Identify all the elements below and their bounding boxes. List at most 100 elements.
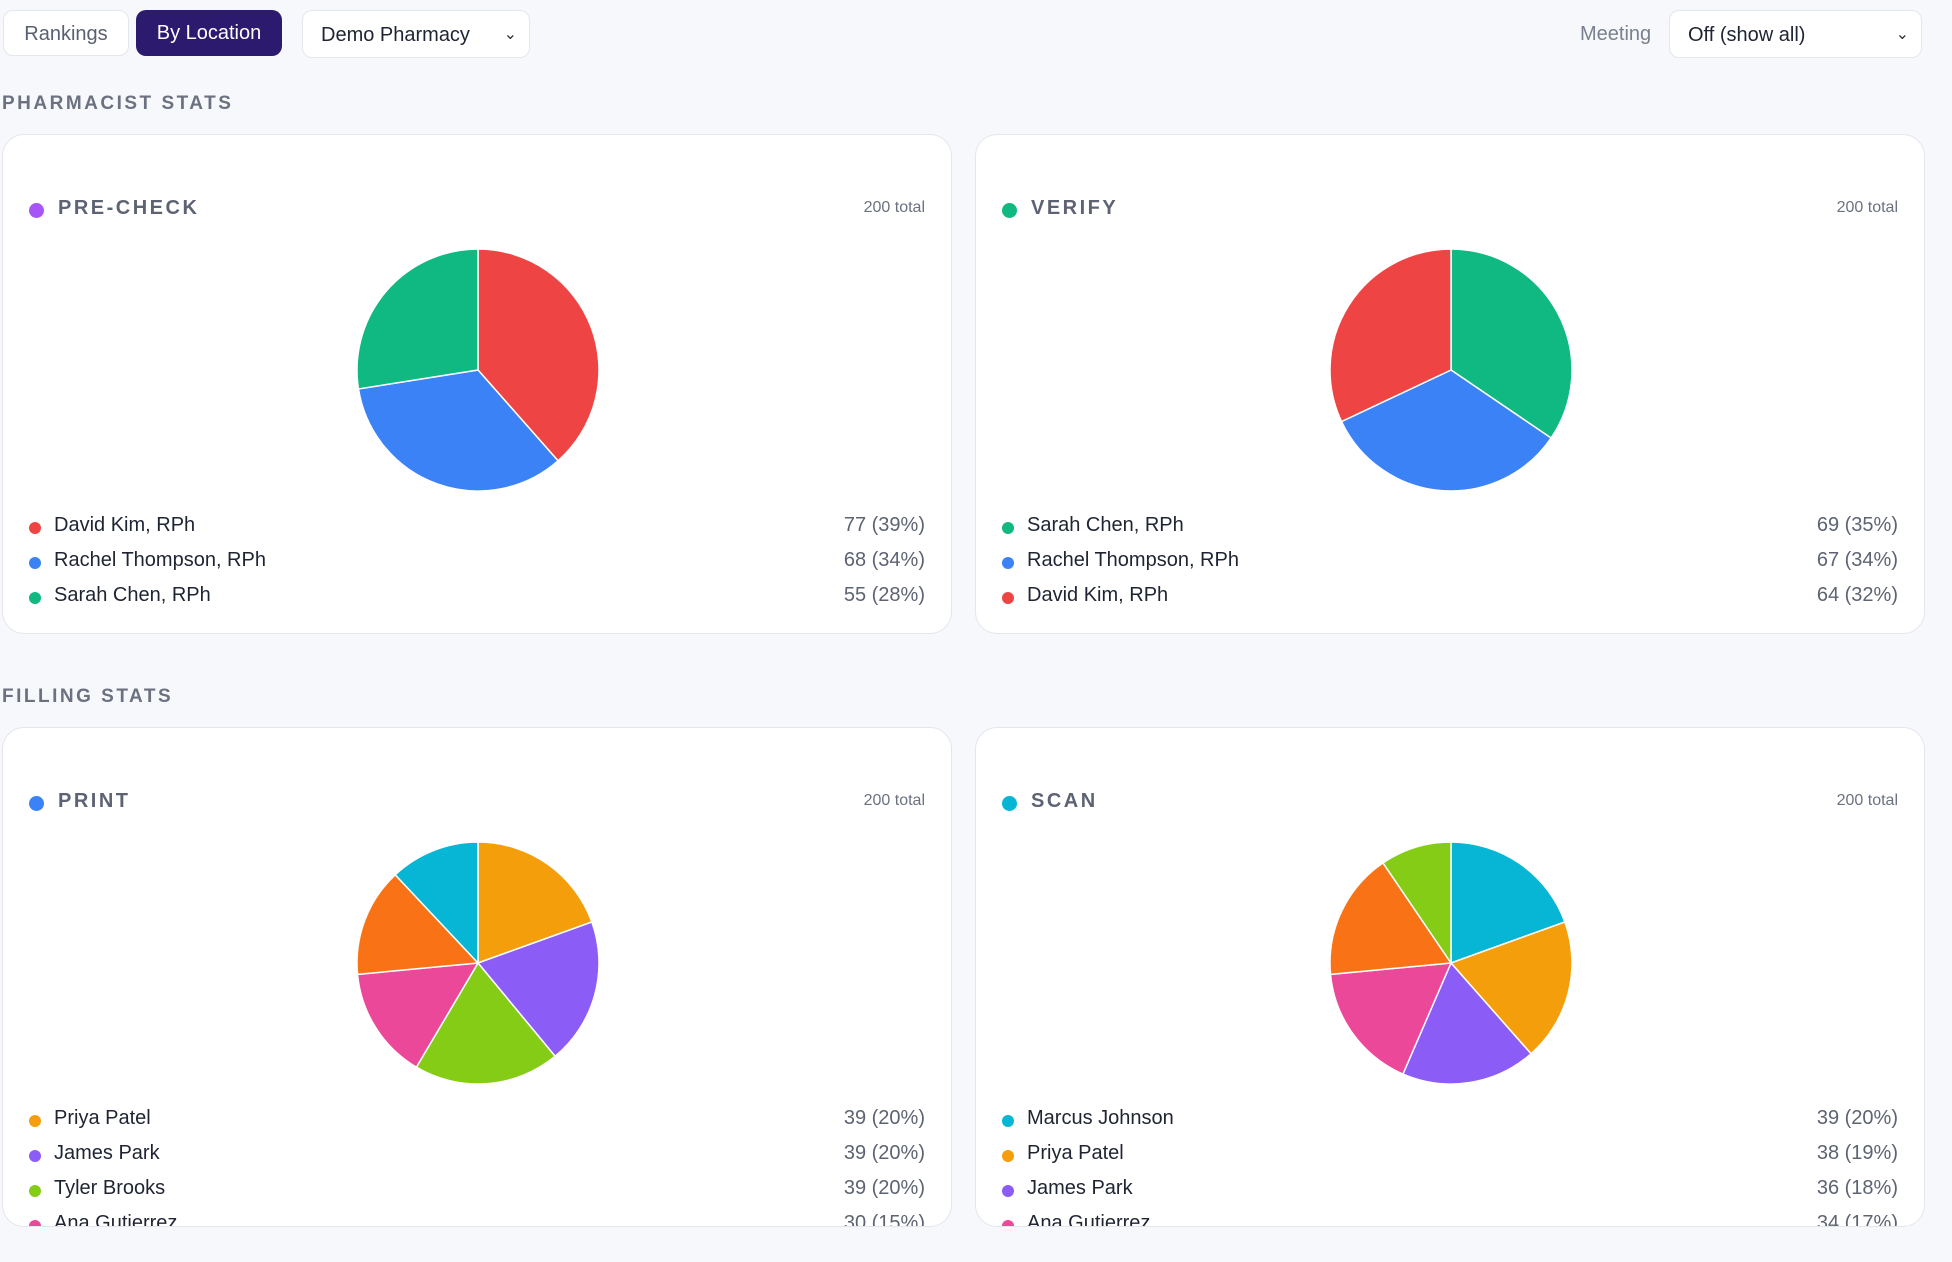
- section-title-filling: FILLING STATS: [2, 686, 174, 707]
- legend-value: 69 (35%): [1816, 514, 1898, 536]
- legend-dot-icon: [29, 557, 41, 569]
- pie-slice-james-park[interactable]: [1401, 961, 1533, 1085]
- legend-name: Tyler Brooks: [54, 1177, 166, 1199]
- legend-item: David Kim, RPh 77 (39%): [29, 510, 925, 545]
- status-dot-icon: [29, 796, 44, 811]
- legend-dot-icon: [1002, 522, 1014, 534]
- legend-dot-icon: [1002, 1115, 1014, 1127]
- card-total: 200 total: [1836, 199, 1898, 216]
- legend-item: Priya Patel 38 (19%): [1002, 1138, 1898, 1173]
- pie-chart: [1329, 841, 1573, 1085]
- legend-dot-icon: [1002, 1220, 1014, 1226]
- card-header: PRINT 200 total: [29, 788, 925, 818]
- pie-chart: [356, 841, 600, 1085]
- card-title: SCAN: [1031, 790, 1098, 812]
- legend-name: Priya Patel: [1027, 1142, 1124, 1164]
- meeting-label: Meeting: [1580, 23, 1652, 45]
- legend-name: Priya Patel: [54, 1107, 151, 1129]
- card-title: VERIFY: [1031, 197, 1119, 219]
- legend-item: Sarah Chen, RPh 69 (35%): [1002, 510, 1898, 545]
- chart-card-print: PRINT 200 total Priya Patel 39 (20%) James P…: [2, 727, 952, 1227]
- legend-item: Priya Patel 39 (20%): [29, 1103, 925, 1138]
- meeting-select[interactable]: Off (show all) ⌄: [1669, 10, 1922, 58]
- toolbar: Rankings By Location Demo Pharmacy ⌄ Mee…: [0, 0, 1952, 66]
- pie-slice-priya-patel[interactable]: [477, 841, 593, 965]
- chart-legend: Marcus Johnson 39 (20%) Priya Patel 38 (19%…: [1002, 1103, 1898, 1226]
- tab-by-location[interactable]: By Location: [136, 10, 282, 56]
- status-dot-icon: [1002, 796, 1017, 811]
- pie-slice-rachel-thompson-rph[interactable]: [357, 369, 560, 492]
- status-dot-icon: [1002, 203, 1017, 218]
- chevron-down-icon: ⌄: [1895, 26, 1909, 43]
- card-title: PRINT: [58, 790, 131, 812]
- legend-dot-icon: [1002, 1150, 1014, 1162]
- pie-slice-sarah-chen-rph[interactable]: [1450, 248, 1573, 440]
- chart-legend: Sarah Chen, RPh 69 (35%) Rachel Thompson, …: [1002, 510, 1898, 615]
- section-title-pharmacist: PHARMACIST STATS: [2, 93, 234, 114]
- pie-slice-priya-patel[interactable]: [1449, 921, 1573, 1055]
- pie-slice-marcus-johnson[interactable]: [1450, 841, 1566, 965]
- legend-name: Sarah Chen, RPh: [1027, 514, 1184, 536]
- legend-value: 68 (34%): [843, 549, 925, 571]
- legend-name: Rachel Thompson, RPh: [54, 549, 266, 571]
- pie-slice-james-park[interactable]: [476, 921, 600, 1058]
- legend-dot-icon: [29, 1220, 41, 1226]
- legend-name: Rachel Thompson, RPh: [1027, 549, 1239, 571]
- pie-slice-ana-gutierrez[interactable]: [1329, 962, 1453, 1076]
- legend-dot-icon: [29, 522, 41, 534]
- pie-slice-tyler-brooks[interactable]: [1381, 841, 1452, 966]
- pie-slice-marcus-johnson[interactable]: [394, 841, 479, 965]
- legend-item: Marcus Johnson 39 (20%): [1002, 1103, 1898, 1138]
- chart-legend: David Kim, RPh 77 (39%) Rachel Thompson, R…: [29, 510, 925, 615]
- pie-slice-david-kim-rph[interactable]: [477, 248, 600, 462]
- legend-name: David Kim, RPh: [1027, 584, 1169, 606]
- tab-rankings[interactable]: Rankings: [3, 10, 129, 56]
- legend-dot-icon: [1002, 1185, 1014, 1197]
- legend-item: James Park 36 (18%): [1002, 1173, 1898, 1208]
- pie-slice-tyler-brooks[interactable]: [415, 961, 557, 1085]
- pie-chart: [356, 248, 600, 492]
- legend-value: 77 (39%): [843, 514, 925, 536]
- legend-value: 39 (20%): [843, 1177, 925, 1199]
- legend-item: Ana Gutierrez 30 (15%): [29, 1208, 925, 1227]
- pie-slice-rachel-thompson-rph[interactable]: [1340, 369, 1553, 492]
- legend-item: Tyler Brooks 39 (20%): [29, 1173, 925, 1208]
- pie-slice-ana-gutierrez[interactable]: [356, 962, 480, 1069]
- chevron-down-icon: ⌄: [503, 26, 517, 43]
- pharmacy-select[interactable]: Demo Pharmacy ⌄: [302, 10, 530, 58]
- chart-card-scan: SCAN 200 total Marcus Johnson 39 (20%) Priya…: [975, 727, 1925, 1227]
- legend-value: 39 (20%): [843, 1107, 925, 1129]
- card-total: 200 total: [863, 792, 925, 809]
- legend-value: 30 (15%): [843, 1212, 925, 1227]
- legend-item: Sarah Chen, RPh 55 (28%): [29, 580, 925, 615]
- pie-slice-emily-rodriguez[interactable]: [1329, 861, 1453, 976]
- pie-slice-sarah-chen-rph[interactable]: [356, 248, 479, 390]
- pie-chart: [1329, 248, 1573, 492]
- legend-value: 64 (32%): [1816, 584, 1898, 606]
- legend-name: Ana Gutierrez: [54, 1212, 178, 1227]
- card-total: 200 total: [1836, 792, 1898, 809]
- legend-name: David Kim, RPh: [54, 514, 196, 536]
- legend-value: 38 (19%): [1816, 1142, 1898, 1164]
- meeting-select-value: Off (show all): [1688, 24, 1806, 46]
- legend-dot-icon: [29, 1115, 41, 1127]
- card-header: PRE-CHECK 200 total: [29, 195, 925, 225]
- legend-value: 55 (28%): [843, 584, 925, 606]
- status-dot-icon: [29, 203, 44, 218]
- card-header: VERIFY 200 total: [1002, 195, 1898, 225]
- legend-item: James Park 39 (20%): [29, 1138, 925, 1173]
- legend-value: 39 (20%): [843, 1142, 925, 1164]
- card-title: PRE-CHECK: [58, 197, 200, 219]
- legend-name: James Park: [54, 1142, 160, 1164]
- chart-legend: Priya Patel 39 (20%) James Park 39 (20%) Tyl…: [29, 1103, 925, 1227]
- chart-card-verify: VERIFY 200 total Sarah Chen, RPh 69 (35%) Ra…: [975, 134, 1925, 634]
- legend-item: Rachel Thompson, RPh 68 (34%): [29, 545, 925, 580]
- legend-dot-icon: [29, 592, 41, 604]
- legend-dot-icon: [29, 1150, 41, 1162]
- pie-slice-emily-rodriguez[interactable]: [356, 873, 480, 976]
- pie-slice-david-kim-rph[interactable]: [1329, 248, 1452, 423]
- legend-item: David Kim, RPh 64 (32%): [1002, 580, 1898, 615]
- legend-value: 67 (34%): [1816, 549, 1898, 571]
- legend-dot-icon: [1002, 592, 1014, 604]
- legend-item: Ana Gutierrez 34 (17%): [1002, 1208, 1898, 1226]
